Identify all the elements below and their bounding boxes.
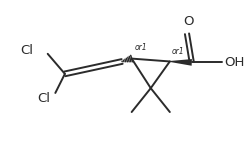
Text: Cl: Cl [37,92,50,105]
Text: Cl: Cl [20,44,33,58]
Text: or1: or1 [172,47,184,56]
Polygon shape [170,59,192,66]
Text: or1: or1 [135,43,147,52]
Text: OH: OH [224,56,245,69]
Text: O: O [184,15,194,28]
